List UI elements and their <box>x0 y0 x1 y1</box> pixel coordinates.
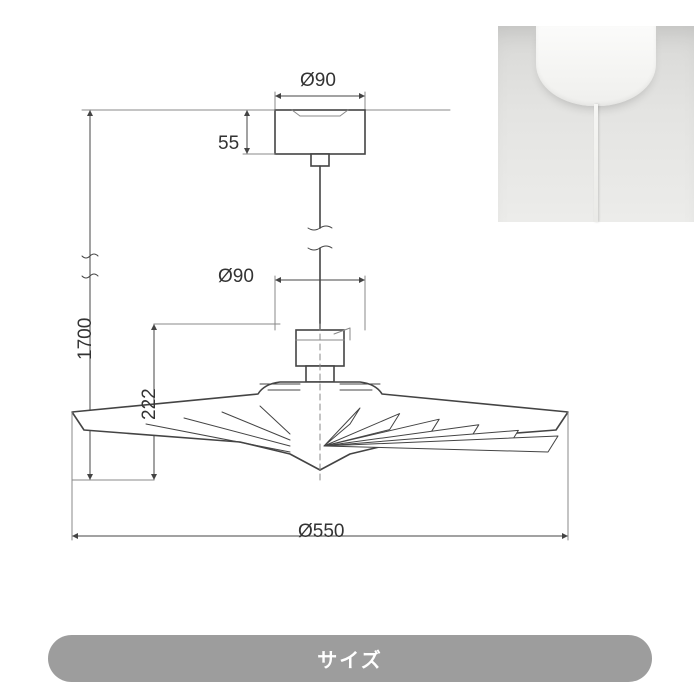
dim-cap-diameter: Ø90 <box>300 70 336 92</box>
dim-cap-height: 55 <box>218 133 239 155</box>
size-label-text: サイズ <box>317 644 382 673</box>
size-label-pill: サイズ <box>48 635 652 682</box>
dim-shade-diameter: Ø550 <box>298 521 344 543</box>
dim-shade-height: 222 <box>139 388 161 420</box>
dim-upper-ring-diameter: Ø90 <box>218 266 254 288</box>
pendant-lamp-technical-drawing <box>0 0 700 700</box>
dim-overall-height: 1700 <box>75 318 97 360</box>
